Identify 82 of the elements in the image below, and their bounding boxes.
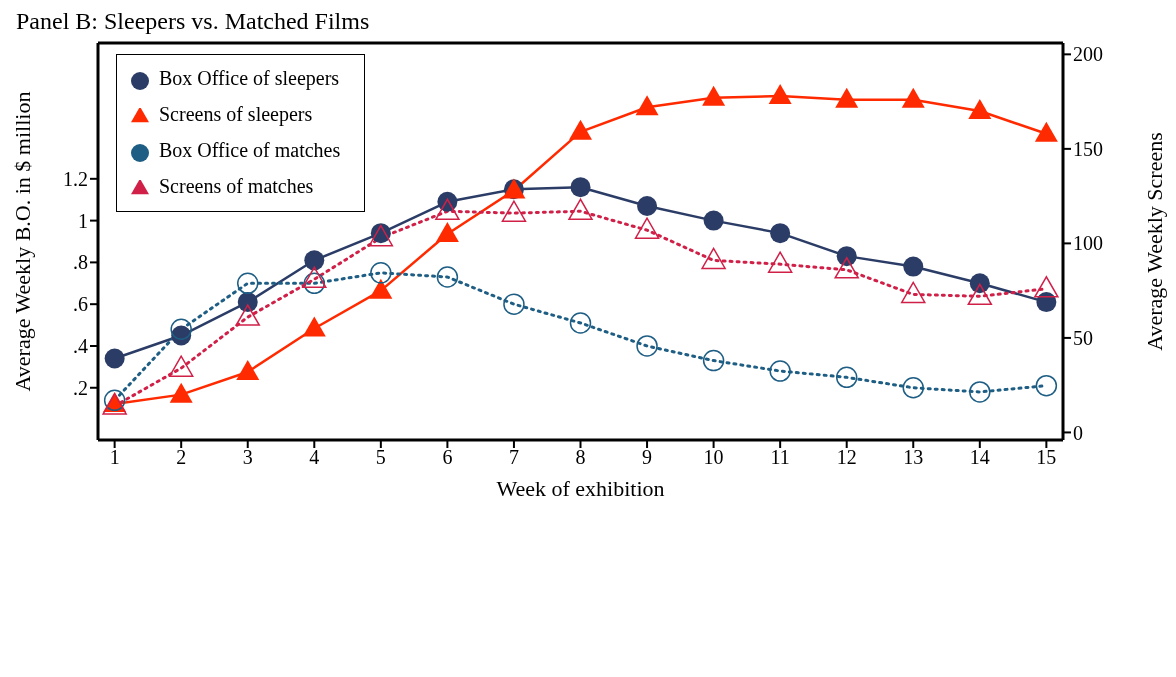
x-tick-label: 5 <box>375 446 386 469</box>
y-tick-label: .8 <box>73 251 88 274</box>
point <box>435 221 459 242</box>
point <box>235 304 260 326</box>
point <box>302 266 327 289</box>
point <box>769 360 791 382</box>
point <box>903 256 924 277</box>
point <box>637 195 658 216</box>
point <box>901 87 925 108</box>
legend-label: Screens of matches <box>159 175 314 197</box>
x-tick-label: 12 <box>836 446 857 469</box>
point <box>767 251 793 273</box>
x-tick-label: 11 <box>770 446 790 469</box>
y2-tick-label: 100 <box>1073 232 1103 255</box>
point <box>701 247 726 270</box>
y2-tick-label: 150 <box>1073 137 1103 160</box>
x-tick-label: 10 <box>703 446 724 469</box>
point <box>770 223 791 244</box>
x-tick-label: 4 <box>309 446 320 469</box>
point <box>834 257 859 279</box>
point <box>835 87 859 108</box>
point <box>303 272 326 295</box>
point <box>570 177 591 198</box>
y-axis-title: Average Weekly B.O. in $ million <box>9 91 35 392</box>
point <box>569 312 592 334</box>
point <box>1035 374 1058 397</box>
point <box>967 283 993 306</box>
point <box>169 382 193 403</box>
point <box>1034 276 1059 298</box>
point <box>1034 121 1058 142</box>
point <box>503 293 525 315</box>
x-tick-label: 15 <box>1036 446 1057 469</box>
point <box>568 198 593 220</box>
point <box>901 281 926 304</box>
point <box>436 266 459 288</box>
point <box>768 83 792 104</box>
x-tick-label: 9 <box>642 446 653 469</box>
point <box>636 335 658 357</box>
point <box>634 217 660 239</box>
point <box>236 359 260 380</box>
point <box>835 366 858 389</box>
y2-tick-label: 50 <box>1073 327 1093 350</box>
point <box>369 278 393 299</box>
y2-tick-label: 200 <box>1073 43 1103 66</box>
y-tick-label: 1.2 <box>63 167 88 190</box>
point <box>236 272 259 295</box>
point <box>370 262 392 284</box>
x-tick-label: 2 <box>176 446 187 469</box>
legend-label: Box Office of matches <box>159 139 341 161</box>
point <box>902 377 925 399</box>
y2-tick-label: 0 <box>1073 421 1083 444</box>
x-tick-label: 6 <box>442 446 453 469</box>
point <box>569 119 592 140</box>
y-tick-label: .2 <box>73 376 88 399</box>
point <box>635 95 659 116</box>
point <box>703 210 724 231</box>
x-tick-label: 13 <box>903 446 924 469</box>
chart-title: Panel B: Sleepers vs. Matched Films <box>16 8 370 35</box>
point <box>104 348 125 369</box>
y-tick-label: .4 <box>73 335 88 358</box>
y-tick-label: .6 <box>73 293 88 316</box>
point <box>168 355 194 377</box>
y2-axis-title: Average Weekly Screens <box>1141 132 1167 351</box>
legend-label: Screens of sleepers <box>159 103 313 125</box>
point <box>170 318 192 341</box>
point <box>968 99 992 120</box>
point <box>969 381 991 403</box>
point <box>435 198 460 220</box>
x-tick-label: 14 <box>969 446 990 469</box>
point <box>702 85 726 106</box>
x-tick-label: 7 <box>508 446 519 469</box>
y-tick-label: 1 <box>78 209 88 232</box>
point <box>304 250 325 271</box>
x-tick-label: 3 <box>242 446 253 469</box>
point <box>702 349 725 372</box>
x-tick-label: 1 <box>109 446 120 469</box>
point <box>302 316 326 337</box>
point <box>501 200 527 222</box>
legend-label: Box Office of sleepers <box>159 67 340 89</box>
x-axis-title: Week of exhibition <box>496 476 665 501</box>
point <box>836 246 857 267</box>
x-tick-label: 8 <box>575 446 586 469</box>
